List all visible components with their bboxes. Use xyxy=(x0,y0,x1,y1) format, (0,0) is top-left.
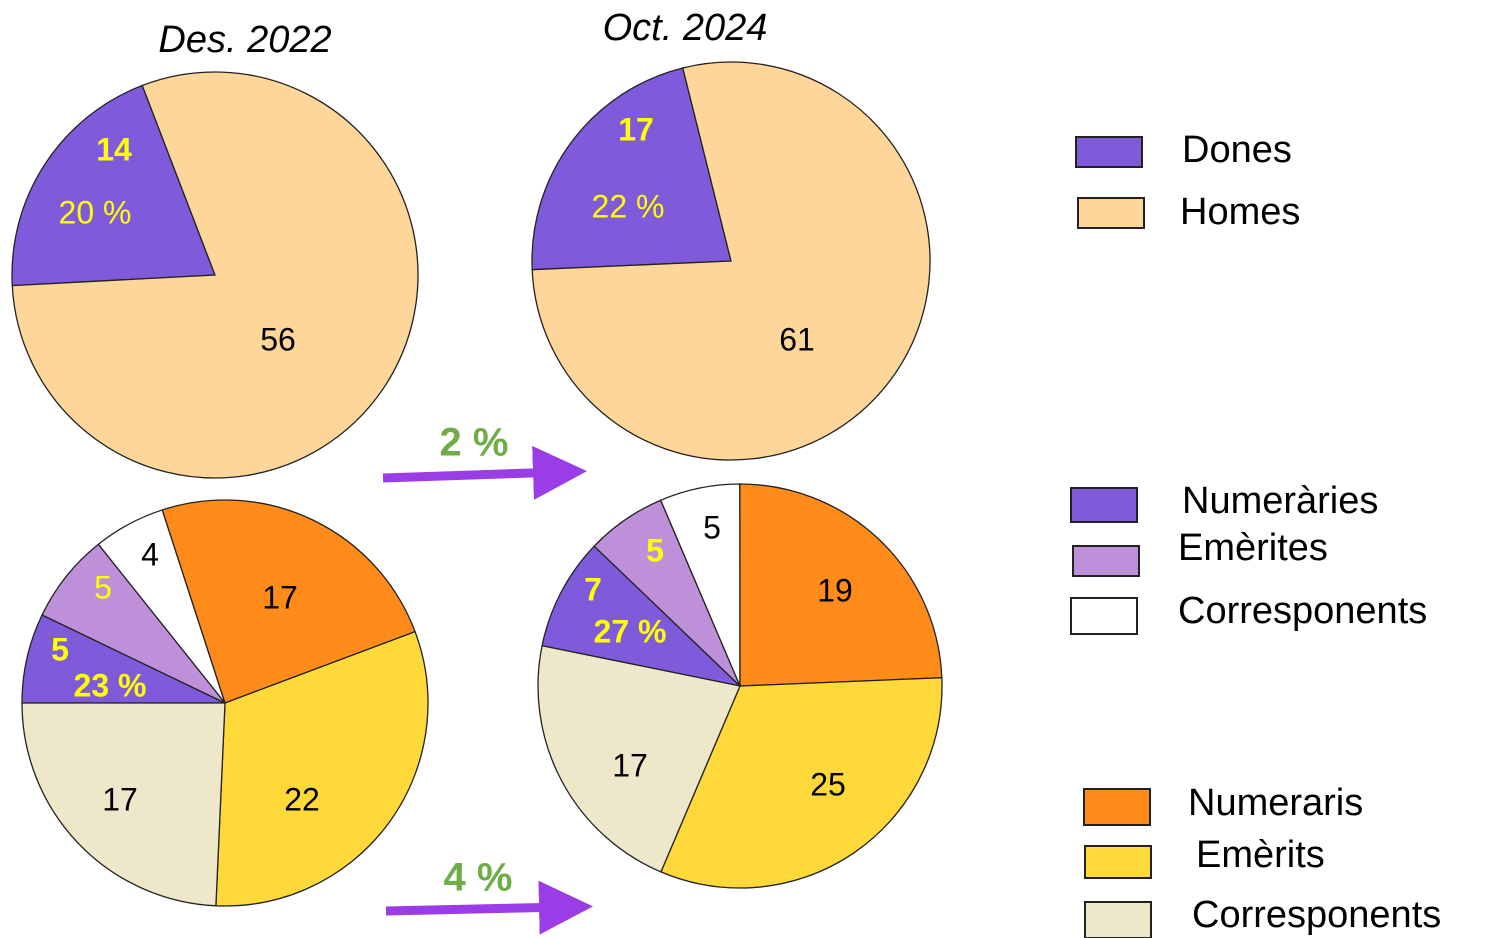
arrow-label: 2 % xyxy=(440,421,509,465)
legend-swatch xyxy=(1077,197,1145,229)
percent-label: 22 % xyxy=(592,188,665,224)
legend-swatch xyxy=(1070,487,1138,523)
pie-title: Des. 2022 xyxy=(158,19,331,61)
slice-label: 5 xyxy=(703,509,721,545)
pie-slice xyxy=(541,545,743,688)
slice-label: 56 xyxy=(260,321,296,357)
pie-slice xyxy=(660,677,943,889)
legend-swatch xyxy=(1084,845,1152,879)
legend-label: Homes xyxy=(1180,191,1300,233)
pie-title: Oct. 2024 xyxy=(603,7,768,49)
pie-slice xyxy=(11,84,216,287)
pie-slice xyxy=(531,67,732,271)
pie-slice xyxy=(215,630,429,907)
legend-swatch xyxy=(1072,545,1140,577)
slice-label: 17 xyxy=(262,579,298,615)
arrow xyxy=(385,880,593,935)
percent-label: 27 % xyxy=(594,613,667,649)
percent-label: 20 % xyxy=(59,194,132,230)
slice-label: 25 xyxy=(810,766,846,802)
legend-swatch xyxy=(1084,901,1152,938)
legend-label: Numeraris xyxy=(1188,782,1363,824)
legend-label: Corresponents xyxy=(1178,590,1427,632)
slice-label: 19 xyxy=(817,572,853,608)
legend-label: Corresponents xyxy=(1192,894,1441,936)
slice-label: 4 xyxy=(141,536,159,572)
pie-slice xyxy=(537,644,741,873)
slice-label: 5 xyxy=(94,569,112,605)
arrow-label: 4 % xyxy=(444,856,513,900)
pie-slice xyxy=(21,702,226,907)
slice-label: 61 xyxy=(779,321,815,357)
slice-label: 5 xyxy=(51,631,69,667)
legend-swatch xyxy=(1070,597,1138,635)
slice-label: 17 xyxy=(612,747,648,783)
arrow xyxy=(382,445,587,500)
legend-label: Emèrits xyxy=(1196,834,1325,876)
pie-slice xyxy=(11,71,419,479)
legend-swatch xyxy=(1075,136,1143,168)
slice-label: 17 xyxy=(102,781,138,817)
slice-label: 5 xyxy=(646,532,664,568)
legend-label: Numeràries xyxy=(1182,480,1378,522)
slice-label: 22 xyxy=(284,781,320,817)
legend-swatch xyxy=(1083,788,1151,826)
legend-label: Dones xyxy=(1182,129,1292,171)
legend-label: Emèrites xyxy=(1178,527,1328,569)
slice-label: 17 xyxy=(618,111,654,147)
pie-slice xyxy=(739,483,943,687)
slice-label: 7 xyxy=(584,571,602,607)
pie-slice xyxy=(161,499,416,704)
percent-label: 23 % xyxy=(74,667,147,703)
slice-label: 14 xyxy=(96,131,132,167)
pie-slice xyxy=(531,61,931,461)
